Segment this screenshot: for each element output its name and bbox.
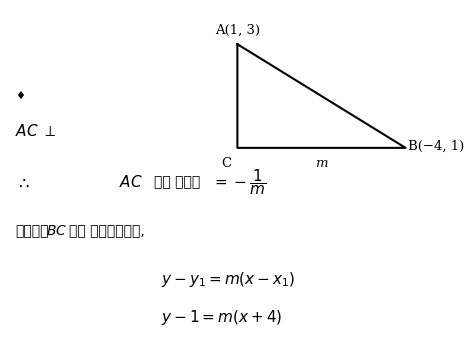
Text: $y - y_1 = m(x - x_1)$: $y - y_1 = m(x - x_1)$ (161, 270, 295, 289)
Text: $BC$: $BC$ (46, 224, 67, 238)
Text: m: m (315, 157, 328, 170)
Text: ♦: ♦ (15, 91, 25, 101)
Text: C: C (221, 157, 231, 170)
Text: रेखा: रेखा (15, 224, 49, 238)
Text: $AC$: $AC$ (119, 174, 143, 190)
Text: $\therefore$: $\therefore$ (15, 173, 30, 191)
Text: $= -\dfrac{1}{m}$: $= -\dfrac{1}{m}$ (212, 167, 267, 197)
Text: $y - 1 = m(x + 4)$: $y - 1 = m(x + 4)$ (161, 307, 282, 327)
Text: B(−4, 1): B(−4, 1) (408, 140, 464, 153)
Text: $AC$ $\perp$: $AC$ $\perp$ (15, 122, 57, 139)
Text: की ढाल: की ढाल (154, 176, 201, 190)
Text: का समीकरण,: का समीकरण, (69, 224, 145, 238)
Text: A(1, 3): A(1, 3) (215, 24, 260, 37)
